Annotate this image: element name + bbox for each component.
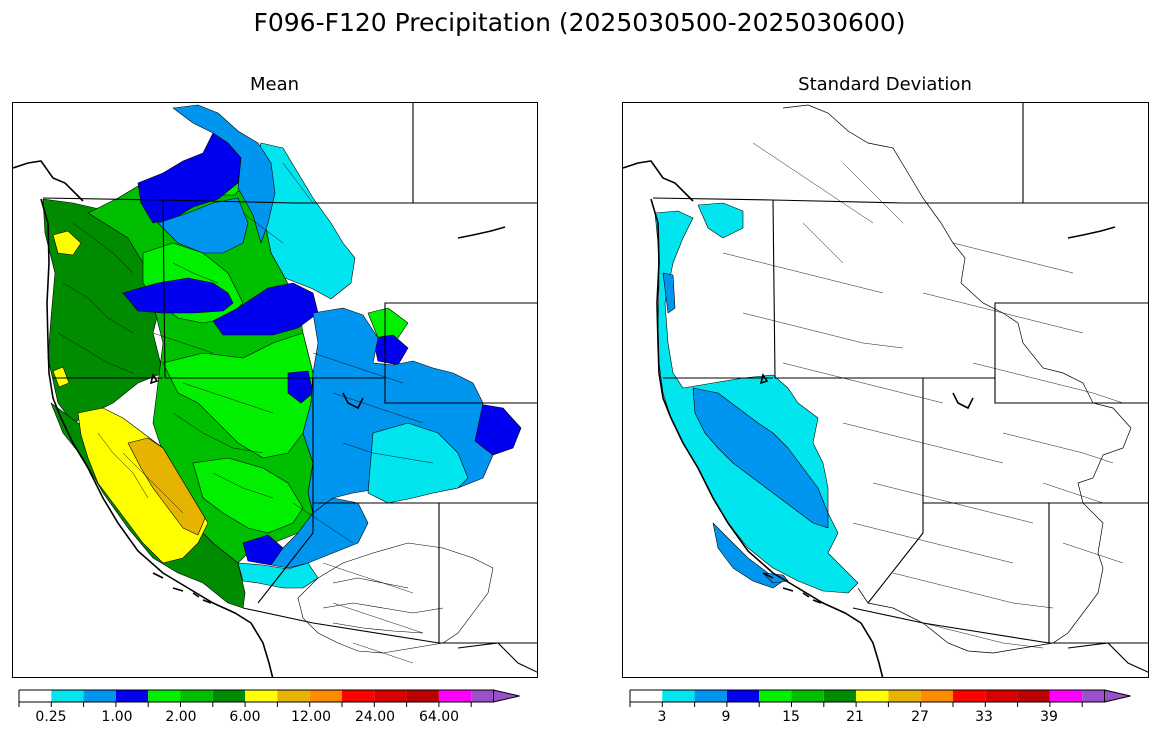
mean-color-segment — [374, 690, 407, 702]
stddev-color-segment — [1082, 690, 1105, 702]
mean-panel-title: Mean — [249, 74, 300, 95]
mean-colorbar-outline — [18, 689, 494, 703]
mean-map-canvas — [13, 103, 537, 677]
mean-basin-zone — [372, 334, 409, 366]
stddev-basin-zone — [712, 522, 784, 589]
stddev-color-segment — [662, 690, 695, 702]
mean-tick-label: 12.00 — [290, 709, 332, 725]
mean-basin-zone — [367, 422, 469, 504]
mean-basin-zone — [122, 277, 234, 314]
stddev-color-segment — [726, 690, 760, 702]
mean-color-segment — [342, 690, 375, 702]
stddev-color-segment — [920, 690, 953, 702]
stddev-color-segment — [823, 690, 857, 702]
mean-tick-label: 64.00 — [418, 709, 460, 725]
stddev-colorbar-ticks: 3 9 15 21 27 33 39 — [626, 708, 1156, 728]
mean-tick-label: 0.25 — [35, 709, 67, 725]
mean-color-segment — [212, 690, 246, 702]
mean-color-segment — [19, 690, 52, 702]
mean-color-segment — [83, 690, 116, 702]
mean-color-segment — [471, 690, 494, 702]
mean-tick-label: 1.00 — [101, 709, 133, 725]
mean-color-segment — [180, 690, 213, 702]
mean-basin-zone — [270, 497, 369, 569]
mean-colorbar — [18, 689, 520, 707]
stddev-color-segment — [759, 690, 792, 702]
stddev-tick-label: 3 — [657, 709, 667, 725]
stddev-color-segment — [791, 690, 824, 702]
stddev-colorbar — [629, 689, 1131, 707]
stddev-map-canvas — [623, 103, 1148, 677]
stddev-extend-arrow — [1104, 689, 1131, 703]
stddev-basin-zone — [662, 272, 676, 314]
stddev-panel-title: Standard Deviation — [798, 74, 972, 95]
mean-basin-zone — [287, 370, 314, 404]
stddev-tick-label: 21 — [846, 709, 864, 725]
stddev-basin-zone — [692, 387, 829, 529]
mean-basin-zone — [237, 562, 319, 589]
mean-color-segment — [115, 690, 149, 702]
stddev-tick-label: 15 — [782, 709, 800, 725]
stddev-color-segment — [985, 690, 1018, 702]
stddev-color-segment — [1017, 690, 1050, 702]
stddev-color-segment — [856, 690, 889, 702]
mean-extend-arrow — [493, 689, 520, 703]
figure-title: F096-F120 Precipitation (2025030500-2025… — [253, 8, 906, 37]
stddev-color-segment — [630, 690, 663, 702]
mean-tick-label: 6.00 — [229, 709, 261, 725]
mean-basin-zone — [52, 366, 70, 388]
stddev-tick-label: 33 — [975, 709, 993, 725]
stddev-color-segment — [888, 690, 921, 702]
stddev-tick-label: 27 — [911, 709, 929, 725]
stddev-basin-zone — [654, 210, 859, 594]
stddev-map — [622, 102, 1149, 678]
mean-basin-zone — [172, 104, 276, 244]
stddev-tick-label: 9 — [721, 709, 731, 725]
mean-color-segment — [309, 690, 342, 702]
mean-color-segment — [406, 690, 439, 702]
mean-basin-zone — [77, 407, 209, 564]
mean-tick-label: 2.00 — [165, 709, 197, 725]
mean-color-segment — [245, 690, 278, 702]
stddev-basin-zone — [697, 202, 744, 239]
mean-color-segment — [51, 690, 84, 702]
stddev-color-segment — [953, 690, 986, 702]
mean-colorbar-ticks: 0.25 1.00 2.00 6.00 12.00 24.00 64.00 — [15, 708, 545, 728]
stddev-color-segment — [1049, 690, 1083, 702]
stddev-colorbar-outline — [629, 689, 1105, 703]
stddev-tick-label: 39 — [1040, 709, 1058, 725]
mean-color-segment — [148, 690, 181, 702]
mean-basin-zone — [127, 437, 206, 536]
mean-tick-label: 24.00 — [354, 709, 396, 725]
mean-map — [12, 102, 538, 678]
stddev-color-segment — [694, 690, 727, 702]
mean-basin-zone — [157, 197, 249, 254]
mean-basin-zone — [52, 230, 82, 256]
mean-color-segment — [277, 690, 310, 702]
mean-color-segment — [438, 690, 472, 702]
